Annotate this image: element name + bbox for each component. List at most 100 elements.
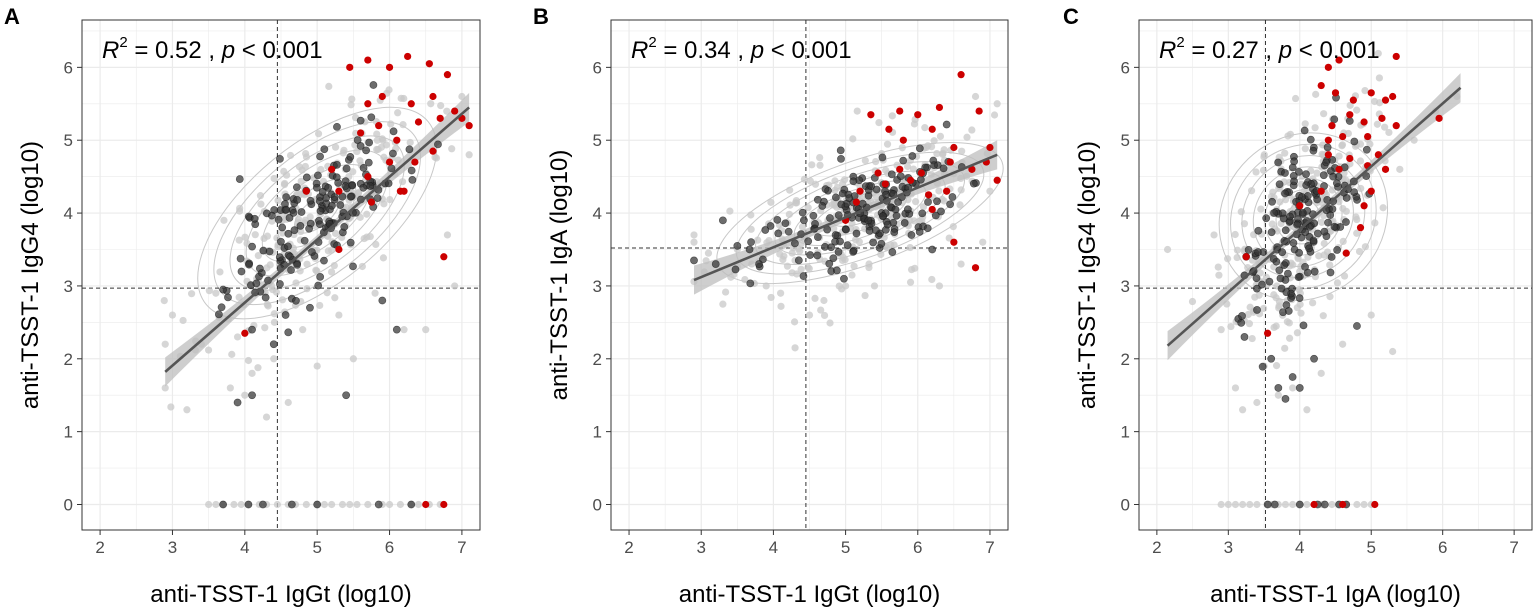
- point-grey: [1286, 334, 1294, 342]
- point-red: [1367, 187, 1375, 195]
- point-grey: [1240, 220, 1249, 228]
- point-grey: [373, 130, 381, 138]
- point-dark: [747, 238, 755, 247]
- point-grey: [1361, 243, 1370, 251]
- point-grey: [1355, 247, 1364, 256]
- point-grey: [1396, 165, 1404, 173]
- point-grey: [295, 163, 303, 171]
- point-grey: [1309, 299, 1317, 307]
- point-dark: [366, 182, 375, 190]
- point-grey: [1233, 246, 1241, 254]
- point-red: [1378, 114, 1386, 122]
- point-grey: [379, 254, 388, 262]
- point-dark: [1237, 318, 1246, 327]
- point-dark: [1342, 218, 1350, 226]
- points-overlay: [690, 71, 1001, 288]
- point-grey: [465, 151, 473, 159]
- point-dark: [1254, 226, 1263, 235]
- point-grey: [1233, 253, 1241, 262]
- y-axis-title: anti-TSST-1 IgG4 (log10): [17, 141, 44, 409]
- point-dark: [367, 113, 376, 122]
- point-red: [375, 122, 383, 130]
- point-grey: [933, 149, 941, 158]
- point-dark: [774, 229, 783, 238]
- point-dark: [829, 254, 838, 263]
- point-dark: [798, 208, 807, 217]
- point-grey: [1357, 184, 1365, 193]
- point-grey: [831, 177, 839, 185]
- point-dark: [840, 274, 848, 283]
- point-grey: [1231, 230, 1239, 239]
- point-dark: [1350, 188, 1359, 197]
- point-grey: [1297, 309, 1305, 317]
- point-grey: [335, 311, 343, 319]
- x-axis-title: anti-TSST-1 IgGt (log10): [150, 581, 411, 607]
- point-dark: [259, 500, 267, 509]
- point-grey: [1285, 319, 1293, 327]
- point-red: [1310, 500, 1318, 509]
- point-grey: [1301, 120, 1309, 128]
- x-axis-title: anti-TSST-1 IgGt (log10): [679, 581, 940, 607]
- point-dark: [799, 272, 808, 281]
- point-grey: [1215, 271, 1223, 279]
- point-red: [364, 173, 372, 181]
- point-grey: [767, 198, 775, 206]
- point-grey: [816, 153, 824, 162]
- point-grey: [347, 101, 355, 109]
- panel-B: 2 3 4 5 6 7 0 1 2 3 4 5 6 anti-TSST-1 IgGt (log10) ant…: [533, 4, 1009, 607]
- r2-superscript: 2: [648, 34, 656, 51]
- point-dark: [320, 256, 328, 265]
- point-dark: [1252, 274, 1261, 283]
- point-dark: [277, 237, 285, 246]
- point-dark: [289, 208, 298, 217]
- point-grey: [1257, 205, 1265, 213]
- point-dark: [1306, 135, 1315, 144]
- point-grey: [690, 231, 698, 239]
- point-red: [899, 136, 907, 144]
- point-dark: [1320, 500, 1329, 509]
- point-dark: [292, 296, 300, 305]
- point-dark: [244, 260, 253, 269]
- regression-line: [693, 153, 998, 282]
- point-grey: [1313, 169, 1321, 177]
- point-dark: [900, 219, 909, 227]
- point-dark: [1290, 177, 1298, 186]
- point-grey: [1353, 106, 1361, 114]
- point-red: [1381, 96, 1390, 104]
- point-grey: [349, 355, 357, 363]
- point-grey: [320, 500, 329, 509]
- y-tick-label: 0: [1121, 496, 1130, 515]
- point-dark: [1310, 267, 1319, 276]
- point-grey: [786, 201, 794, 209]
- point-dark: [867, 182, 876, 190]
- point-grey: [263, 300, 271, 309]
- point-grey: [394, 109, 402, 117]
- point-red: [1339, 132, 1347, 141]
- point-grey: [372, 240, 380, 248]
- point-grey: [241, 391, 249, 399]
- x-tick-label: 5: [841, 538, 850, 557]
- point-grey: [1312, 90, 1320, 98]
- point-grey: [747, 225, 755, 233]
- point-grey: [212, 500, 220, 509]
- point-dark: [849, 247, 858, 256]
- point-grey: [1246, 500, 1254, 509]
- point-dark: [1309, 236, 1318, 245]
- x-tick-label: 6: [385, 538, 394, 557]
- point-dark: [356, 116, 365, 125]
- point-grey: [936, 132, 945, 140]
- point-grey: [1320, 110, 1328, 118]
- point-red: [914, 111, 922, 119]
- point-dark: [405, 145, 414, 154]
- point-dark: [233, 398, 242, 407]
- point-grey: [353, 147, 361, 156]
- point-dark: [836, 146, 845, 155]
- point-red: [451, 107, 459, 115]
- panel-A: 2 3 4 5 6 7 0 1 2 3 4 5 6 anti-TSST-1 IgGt (log10) ant…: [4, 4, 481, 607]
- point-grey: [323, 289, 331, 297]
- point-grey: [1224, 500, 1232, 509]
- point-grey: [328, 500, 336, 509]
- point-grey: [312, 266, 320, 274]
- point-grey: [839, 254, 847, 262]
- point-grey: [704, 249, 713, 257]
